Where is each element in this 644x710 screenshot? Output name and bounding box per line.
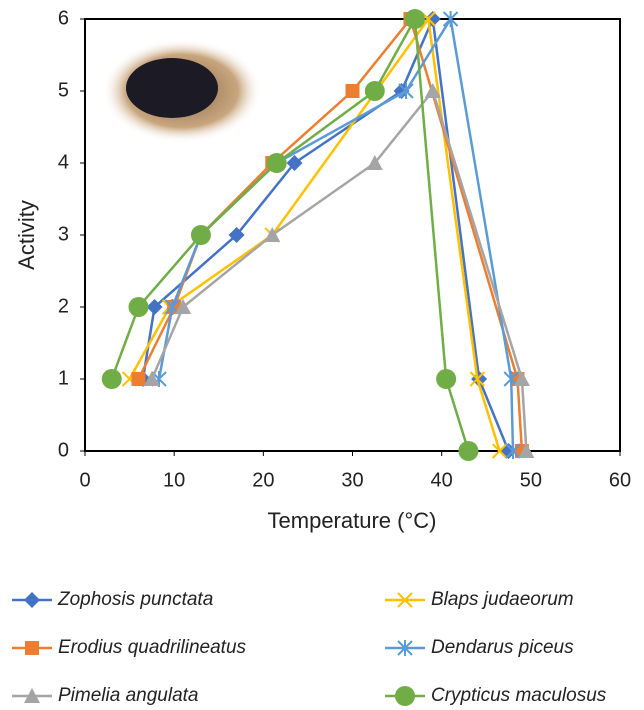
marker — [404, 9, 425, 29]
legend-entry: Dendarus piceus — [385, 637, 574, 658]
marker — [518, 443, 535, 458]
series — [101, 9, 479, 461]
marker — [143, 371, 160, 386]
x-tick-label: 60 — [609, 469, 631, 491]
legend-label: Blaps judaeorum — [431, 589, 574, 610]
series-line — [141, 14, 510, 452]
x-tick-label: 40 — [431, 469, 453, 491]
y-tick-label: 4 — [58, 151, 69, 173]
marker — [266, 153, 287, 173]
marker — [458, 441, 479, 461]
y-tick-label: 0 — [58, 439, 69, 461]
marker — [397, 640, 413, 656]
y-tick-label: 1 — [58, 367, 69, 389]
marker — [491, 443, 508, 459]
series — [143, 83, 535, 458]
beetle — [126, 58, 218, 118]
series-line — [150, 88, 528, 452]
marker — [101, 369, 122, 389]
marker — [398, 83, 414, 99]
legend-entry: Erodius quadrilineatus — [12, 637, 247, 658]
legend-label: Crypticus maculosus — [431, 685, 607, 706]
marker — [366, 155, 383, 170]
x-tick-label: 50 — [520, 469, 542, 491]
marker — [146, 299, 163, 315]
series-line — [137, 16, 524, 452]
legend-entry: Crypticus maculosus — [385, 685, 607, 706]
x-axis-title: Temperature (°C) — [268, 508, 437, 533]
marker — [24, 592, 40, 608]
legend-label: Pimelia angulata — [58, 685, 198, 706]
legend-entry: Pimelia angulata — [12, 685, 198, 706]
marker — [471, 371, 488, 387]
marker — [25, 641, 39, 655]
marker — [175, 299, 192, 314]
legend-label: Zophosis punctata — [57, 589, 213, 610]
marker — [24, 688, 40, 703]
y-tick-label: 2 — [58, 295, 69, 317]
marker — [131, 372, 146, 386]
marker — [190, 225, 211, 245]
plot-frame — [84, 18, 621, 452]
marker — [424, 83, 441, 98]
marker — [469, 371, 486, 387]
legend-label: Dendarus piceus — [431, 637, 574, 658]
marker — [395, 686, 415, 706]
legend-entry: Blaps judaeorum — [385, 589, 574, 610]
marker — [264, 227, 281, 242]
marker — [513, 371, 530, 386]
y-axis-title: Activity — [14, 200, 39, 270]
marker — [286, 155, 303, 171]
y-tick-label: 3 — [58, 223, 69, 245]
marker — [505, 443, 521, 459]
legend-entry: Zophosis punctata — [12, 589, 213, 610]
marker — [397, 592, 413, 608]
x-tick-label: 0 — [79, 469, 90, 491]
legend-label: Erodius quadrilineatus — [58, 637, 247, 658]
marker — [436, 369, 457, 389]
marker — [228, 227, 245, 243]
x-tick-label: 10 — [163, 469, 185, 491]
series-line — [157, 15, 515, 452]
marker — [442, 11, 459, 27]
marker — [345, 84, 360, 98]
x-tick-label: 30 — [341, 469, 363, 491]
marker — [364, 81, 385, 101]
marker — [128, 297, 149, 317]
y-tick-label: 6 — [58, 7, 69, 29]
series-line — [128, 15, 501, 452]
series-line — [110, 14, 470, 452]
x-tick-label: 20 — [252, 469, 274, 491]
y-tick-label: 5 — [58, 79, 69, 101]
